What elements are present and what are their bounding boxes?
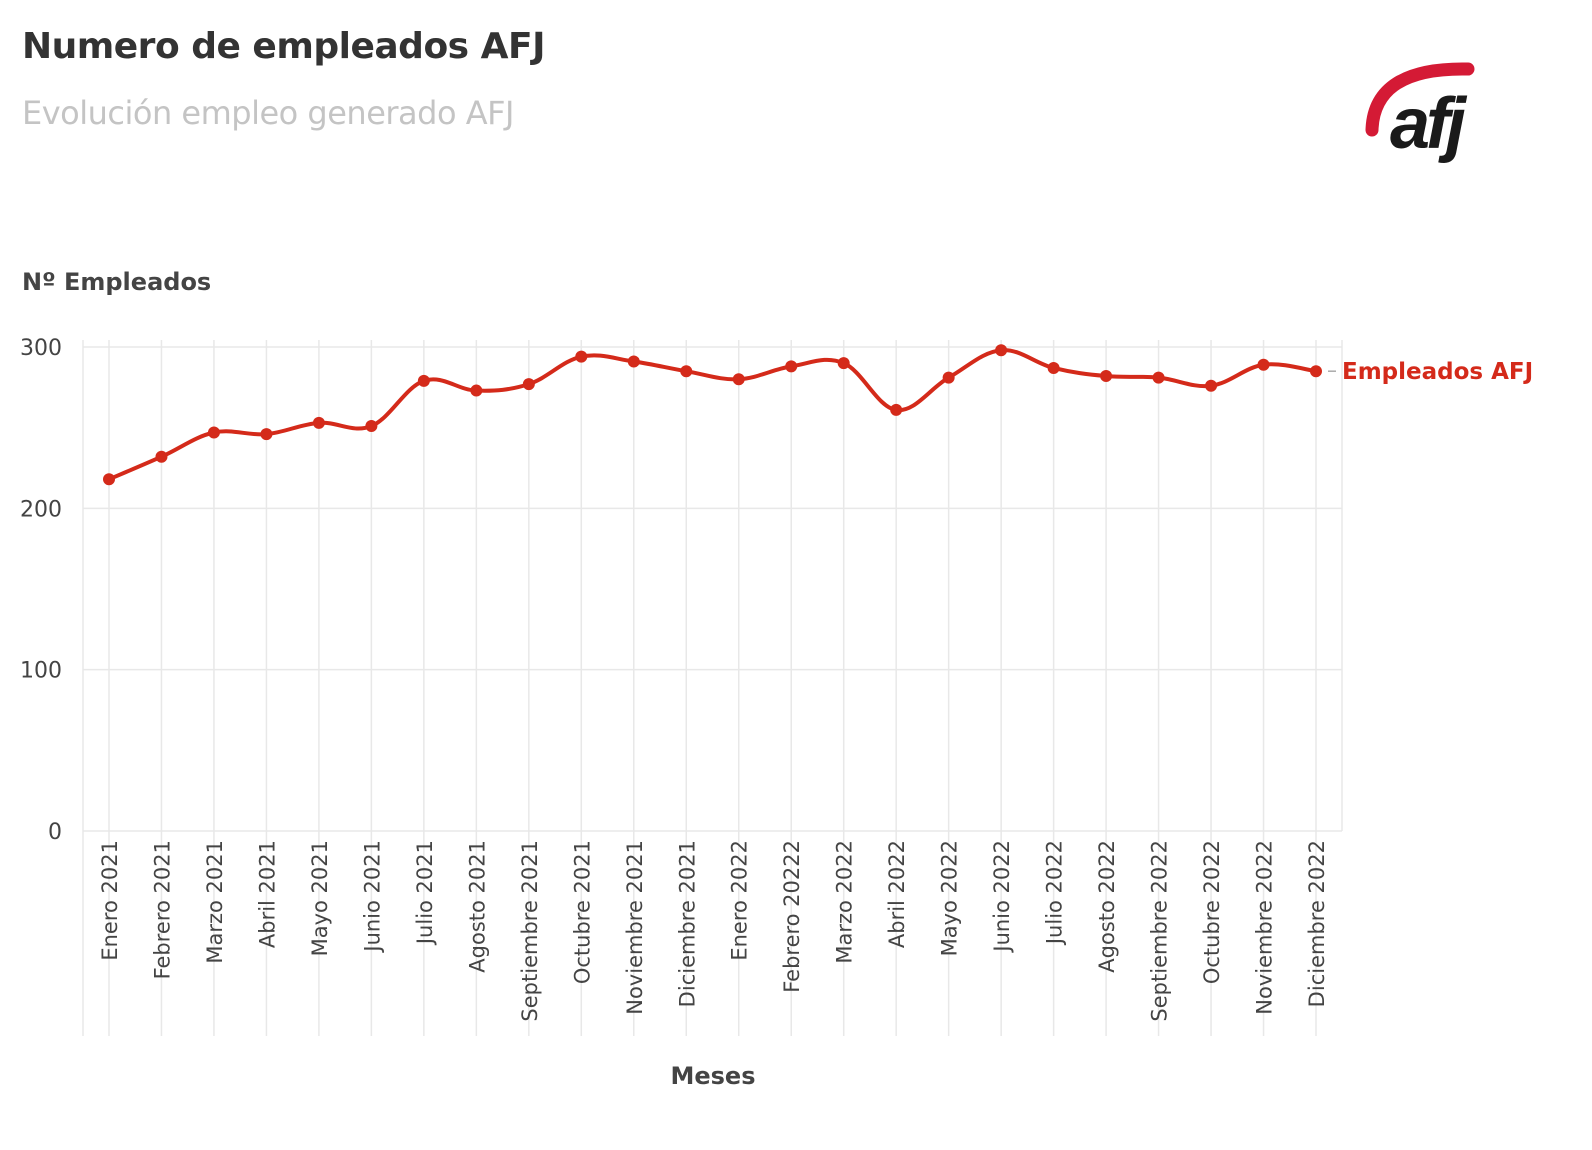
data-point	[312, 416, 325, 429]
logo-text: afj	[1390, 84, 1468, 164]
data-point	[103, 473, 115, 486]
data-point	[890, 403, 903, 416]
x-tick-label: Noviembre 2021	[623, 840, 647, 1015]
chart-title: Numero de empleados AFJ	[22, 26, 545, 67]
data-point	[1152, 371, 1165, 384]
x-tick-label: Marzo 2022	[833, 840, 857, 964]
y-tick-label: 300	[20, 336, 62, 361]
y-tick-label: 100	[20, 659, 62, 684]
x-tick-label: Septiembre 2021	[518, 840, 542, 1022]
data-point	[995, 344, 1008, 357]
x-tick-label: Octubre 2022	[1200, 840, 1224, 984]
y-tick-label: 0	[48, 820, 62, 845]
data-point	[1205, 379, 1218, 392]
data-point	[417, 374, 430, 387]
data-point	[207, 426, 220, 439]
data-point	[942, 371, 955, 384]
data-point	[627, 355, 640, 368]
data-point	[1047, 361, 1060, 374]
x-tick-label: Junio 2021	[360, 840, 384, 954]
x-tick-label: Junio 2022	[990, 840, 1014, 954]
x-tick-label: Septiembre 2022	[1148, 840, 1172, 1022]
data-point	[1257, 358, 1270, 371]
data-point	[732, 373, 745, 386]
data-point	[785, 360, 798, 373]
x-tick-label: Febrero 2021	[150, 840, 174, 979]
x-tick-label: Mayo 2022	[938, 840, 962, 956]
series-line	[108, 348, 1317, 482]
data-point	[470, 384, 483, 397]
y-axis-label: Nº Empleados	[22, 268, 211, 296]
data-point	[837, 357, 850, 370]
data-point	[260, 428, 273, 441]
data-point	[365, 420, 378, 433]
data-point	[1100, 370, 1113, 383]
logo-arc	[1365, 62, 1475, 137]
series-label: Empleados AFJ	[1342, 359, 1533, 385]
data-point	[680, 365, 693, 378]
x-tick-label: Febrero 20222	[780, 840, 804, 993]
x-tick-label: Agosto 2021	[465, 840, 489, 973]
data-point	[575, 350, 588, 363]
x-tick-label: Diciembre 2021	[675, 840, 699, 1007]
x-tick-label: Octubre 2021	[570, 840, 594, 984]
x-tick-label: Abril 2022	[885, 840, 909, 948]
data-point	[522, 378, 535, 391]
data-point	[155, 450, 168, 463]
x-tick-label: Diciembre 2022	[1305, 840, 1329, 1007]
x-tick-label: Agosto 2022	[1095, 840, 1119, 973]
x-tick-label: Julio 2021	[413, 840, 437, 946]
data-point	[1310, 365, 1322, 378]
x-tick-label: Abril 2021	[255, 840, 279, 948]
x-tick-label: Enero 2021	[98, 840, 122, 961]
x-tick-label: Mayo 2021	[308, 840, 332, 956]
x-axis-label: Meses	[670, 1062, 755, 1090]
afj-logo: afj	[1365, 62, 1475, 164]
chart-subtitle: Evolución empleo generado AFJ	[22, 94, 514, 132]
y-tick-label: 200	[20, 497, 62, 522]
x-tick-label: Julio 2022	[1043, 840, 1067, 946]
x-tick-label: Enero 2022	[728, 840, 752, 961]
x-tick-label: Noviembre 2022	[1253, 840, 1277, 1015]
x-tick-label: Marzo 2021	[203, 840, 227, 964]
